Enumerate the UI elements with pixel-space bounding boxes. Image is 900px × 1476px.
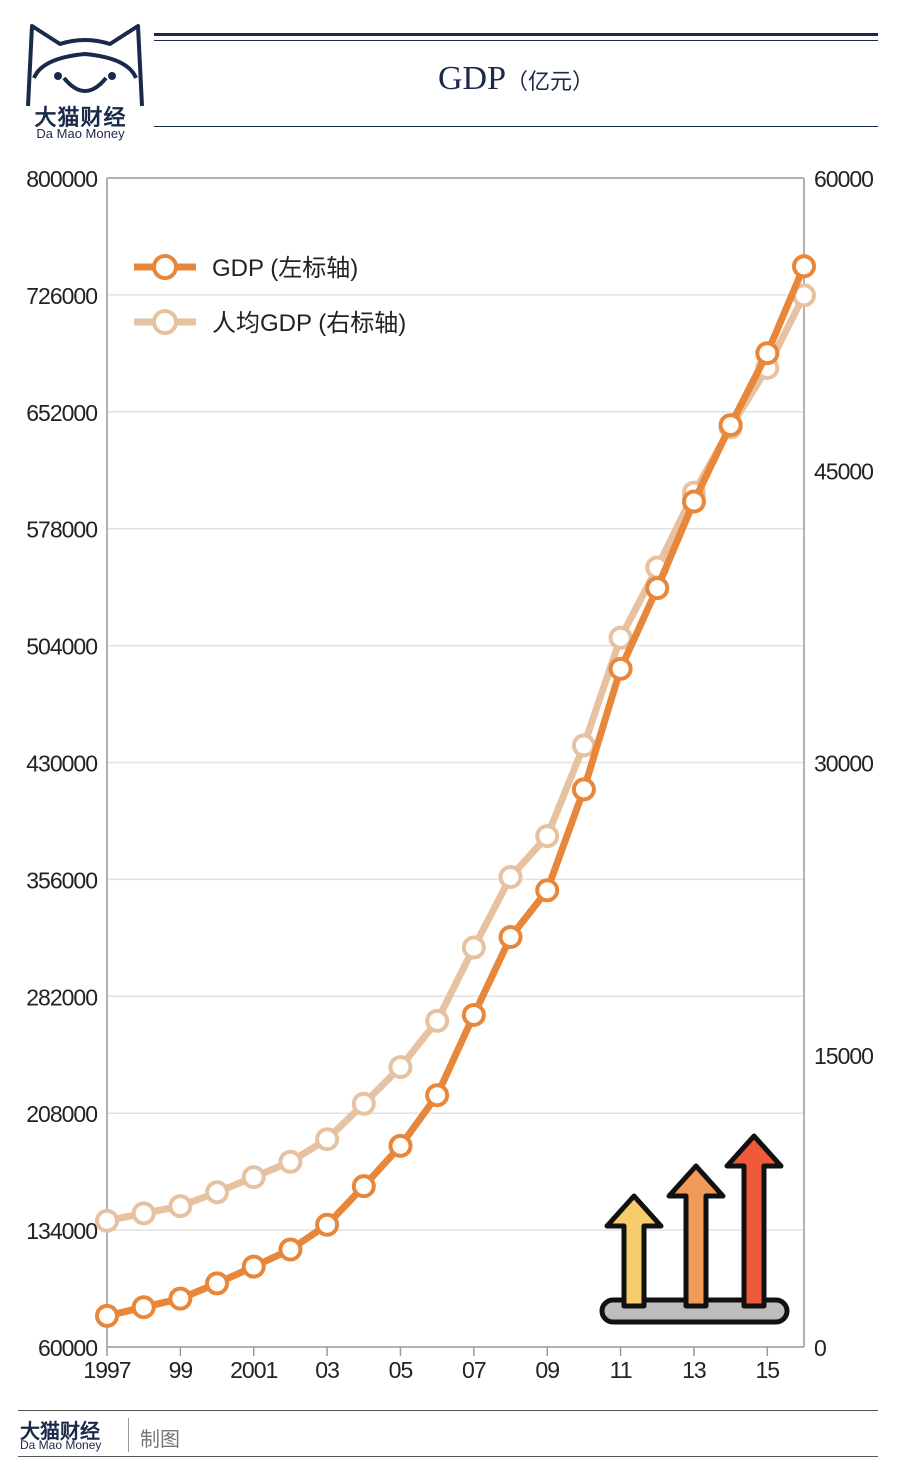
x-tick-label: 2001 <box>230 1357 277 1383</box>
y-right-tick-label: 60000 <box>814 166 873 192</box>
page-title-text: GDP <box>437 60 506 97</box>
data-point <box>351 1091 376 1116</box>
axis-ticks: 60000 134000 208000 282000 356000 430000 50400… <box>26 166 874 1383</box>
data-point <box>241 1165 266 1190</box>
page-title-unit: （亿元） <box>506 69 595 94</box>
data-point <box>168 1286 193 1311</box>
data-point <box>792 254 816 279</box>
data-point <box>168 1194 193 1219</box>
data-point <box>608 625 633 650</box>
data-point <box>608 656 633 681</box>
y-left-tick-label: 134000 <box>26 1218 97 1244</box>
data-point <box>571 777 596 802</box>
data-point <box>425 1008 450 1033</box>
y-left-tick-label: 356000 <box>26 867 97 893</box>
data-point <box>131 1295 156 1320</box>
cat-logo-icon <box>26 24 144 107</box>
page-title: GDP（亿元） <box>154 60 878 98</box>
y-left-tick-label: 430000 <box>26 751 97 777</box>
y-left-tick-label: 504000 <box>26 634 97 660</box>
y-right-tick-label: 0 <box>814 1335 826 1361</box>
rising-arrows-icon <box>599 1133 790 1325</box>
data-point <box>535 878 560 903</box>
data-point <box>241 1254 266 1279</box>
legend-label-per-capita: 人均GDP (右标轴) <box>212 310 406 337</box>
y-left-tick-label: 208000 <box>26 1101 97 1127</box>
y-left-tick-label: 282000 <box>26 984 97 1010</box>
data-point <box>315 1127 340 1152</box>
data-point <box>95 1208 119 1233</box>
legend-swatch-per-capita-marker <box>152 309 178 335</box>
data-point <box>718 413 743 438</box>
legend-label-gdp: GDP (左标轴) <box>212 255 358 282</box>
data-point <box>131 1201 156 1226</box>
series-per-capita <box>95 283 816 1233</box>
x-tick-label: 03 <box>315 1357 339 1383</box>
header-rule-top-thin <box>154 40 878 41</box>
x-tick-label: 07 <box>462 1357 486 1383</box>
x-tick-label: 11 <box>610 1357 632 1383</box>
y-right-tick-label: 45000 <box>814 458 873 484</box>
chart-series <box>95 254 816 1328</box>
legend-swatch-gdp-marker <box>152 254 178 280</box>
x-tick-label: 09 <box>535 1357 559 1383</box>
data-point <box>535 824 560 849</box>
data-point <box>315 1212 340 1237</box>
chart-axes <box>106 177 805 1356</box>
y-left-tick-label: 652000 <box>26 400 97 426</box>
data-point <box>95 1303 119 1328</box>
data-point <box>205 1271 230 1296</box>
footer-rule-bottom <box>18 1456 878 1457</box>
y-left-tick-label: 800000 <box>26 166 97 192</box>
data-point <box>681 489 706 514</box>
x-tick-label: 1997 <box>83 1357 130 1383</box>
data-point <box>461 1002 486 1027</box>
grid-lines <box>107 294 804 1231</box>
data-point <box>571 733 596 758</box>
series-line <box>106 293 808 1225</box>
header-rule-top <box>154 33 878 36</box>
series-line <box>106 264 808 1320</box>
data-point <box>351 1174 376 1199</box>
footer-credit: 制图 <box>140 1429 180 1451</box>
data-point <box>498 925 523 950</box>
footer-rule-top <box>18 1410 878 1411</box>
y-left-tick-label: 60000 <box>38 1335 97 1361</box>
footer-brand: 大猫财经 <box>20 1421 100 1443</box>
x-tick-label: 15 <box>756 1357 780 1383</box>
data-point <box>425 1083 450 1108</box>
data-point <box>388 1133 413 1158</box>
series-gdp <box>95 254 816 1328</box>
data-point <box>278 1237 303 1262</box>
footer-subtitle: Da Mao Money <box>20 1438 102 1452</box>
y-left-tick-label: 726000 <box>26 283 97 309</box>
data-point <box>498 865 523 890</box>
y-left-tick-label: 578000 <box>26 517 97 543</box>
header-rule-bottom <box>154 126 878 127</box>
data-point <box>388 1055 413 1080</box>
data-point <box>645 576 670 601</box>
gdp-chart: 60000 134000 208000 282000 356000 430000 50400… <box>26 166 874 1383</box>
data-point <box>461 935 486 960</box>
y-right-tick-label: 15000 <box>814 1043 873 1069</box>
data-point <box>755 341 780 366</box>
x-tick-label: 05 <box>389 1357 413 1383</box>
brand-subtitle: Da Mao Money <box>36 126 125 141</box>
x-tick-label: 99 <box>169 1357 193 1383</box>
brand-name: 大猫财经 <box>34 105 127 130</box>
footer-separator <box>128 1418 129 1452</box>
data-point <box>278 1149 303 1174</box>
x-tick-label: 13 <box>682 1357 706 1383</box>
y-right-tick-label: 30000 <box>814 751 873 777</box>
data-point <box>205 1180 230 1205</box>
chart-legend: GDP (左标轴) 人均GDP (右标轴) <box>134 254 406 337</box>
